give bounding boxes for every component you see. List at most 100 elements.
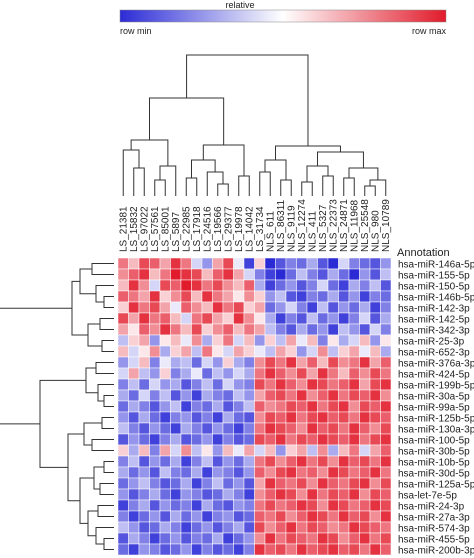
heatmap-cell <box>338 411 350 424</box>
heatmap-cell <box>170 345 182 358</box>
heatmap-cell <box>159 455 171 468</box>
heatmap-cell <box>359 433 371 446</box>
heatmap-cell <box>348 400 360 413</box>
heatmap-cell <box>369 543 381 556</box>
heatmap-cell <box>296 433 308 446</box>
heatmap-cell <box>317 323 329 336</box>
row-labels: hsa-miR-146a-5phsa-miR-155-5phsa-miR-150… <box>398 260 474 557</box>
heatmap-cell <box>369 345 381 358</box>
heatmap-cell <box>222 411 234 424</box>
heatmap-cell <box>254 334 266 347</box>
heatmap-cell <box>233 290 245 303</box>
heatmap-cell <box>212 290 224 303</box>
heatmap-cell <box>233 499 245 512</box>
heatmap-cell <box>149 345 161 358</box>
heatmap-cell <box>212 433 224 446</box>
heatmap-cell <box>233 356 245 369</box>
heatmap-cell <box>306 279 318 292</box>
heatmap-cell <box>359 334 371 347</box>
heatmap-cell <box>159 301 171 314</box>
heatmap-cell <box>254 268 266 281</box>
heatmap-cell <box>285 543 297 556</box>
heatmap-cell <box>191 444 203 457</box>
heatmap-cell <box>201 323 213 336</box>
dendrogram-branch <box>39 379 86 468</box>
heatmap-cell <box>222 510 234 523</box>
heatmap-cell <box>380 543 392 556</box>
heatmap-cell <box>359 257 371 270</box>
dendrogram-branch <box>185 177 198 196</box>
row-label: hsa-miR-199b-5p <box>398 381 474 392</box>
heatmap-cell <box>222 433 234 446</box>
heatmap-cell <box>285 301 297 314</box>
heatmap-cell <box>191 345 203 358</box>
heatmap-cell <box>201 444 213 457</box>
heatmap-cell <box>338 334 350 347</box>
heatmap-cell <box>338 323 350 336</box>
heatmap-cell <box>212 532 224 545</box>
row-label: hsa-miR-10b-5p <box>398 458 470 469</box>
heatmap-cell <box>254 378 266 391</box>
heatmap-cell <box>159 378 171 391</box>
heatmap-cell <box>170 433 182 446</box>
heatmap-cell <box>233 268 245 281</box>
heatmap-cell <box>117 543 129 556</box>
heatmap-cell <box>327 422 339 435</box>
heatmap-cell <box>149 433 161 446</box>
dendrogram-branch <box>99 483 114 495</box>
heatmap-cell <box>201 499 213 512</box>
heatmap-cell <box>296 422 308 435</box>
heatmap-cell <box>275 422 287 435</box>
dendrogram-branch <box>186 54 309 146</box>
heatmap-cell <box>296 290 308 303</box>
heatmap-cell <box>128 400 140 413</box>
heatmap-cell <box>201 345 213 358</box>
heatmap-cell <box>359 378 371 391</box>
heatmap-cell <box>317 455 329 468</box>
heatmap-cell <box>275 279 287 292</box>
heatmap-cell <box>359 389 371 402</box>
heatmap-cell <box>306 345 318 358</box>
column-labels: LS_21381 LS_15832 LS_97022 LS_57561 LS_85001… <box>118 199 392 252</box>
heatmap-cell <box>149 334 161 347</box>
dendrogram-branch <box>306 165 329 182</box>
heatmap-cell <box>254 466 266 479</box>
heatmap-cell <box>264 521 276 534</box>
heatmap-cell <box>359 301 371 314</box>
heatmap-cell <box>128 455 140 468</box>
heatmap-cell <box>348 488 360 501</box>
heatmap-cell <box>296 378 308 391</box>
heatmap-cell <box>233 510 245 523</box>
heatmap-cell <box>170 510 182 523</box>
heatmap-cell <box>117 433 129 446</box>
heatmap-cell <box>243 400 255 413</box>
heatmap-cell <box>306 499 318 512</box>
heatmap-cell <box>128 312 140 325</box>
heatmap-cell <box>317 257 329 270</box>
heatmap-cell <box>380 466 392 479</box>
heatmap-cell <box>170 400 182 413</box>
heatmap-cell <box>327 367 339 380</box>
heatmap-cell <box>296 389 308 402</box>
heatmap-cell <box>275 477 287 490</box>
heatmap-cell <box>306 257 318 270</box>
heatmap-cell <box>201 290 213 303</box>
heatmap-cell <box>296 444 308 457</box>
colorbar-max-label: row max <box>412 26 447 36</box>
heatmap-cell <box>359 444 371 457</box>
heatmap-cell <box>138 279 150 292</box>
heatmap-cell <box>285 521 297 534</box>
heatmap-cell <box>254 510 266 523</box>
heatmap-cell <box>222 400 234 413</box>
heatmap-cell <box>359 323 371 336</box>
heatmap-cell <box>180 444 192 457</box>
heatmap-cell <box>159 532 171 545</box>
heatmap-cell <box>380 532 392 545</box>
heatmap-cell <box>348 543 360 556</box>
dendrogram-branch <box>103 296 114 308</box>
heatmap-cell <box>159 411 171 424</box>
row-label: hsa-miR-142-5p <box>398 315 470 326</box>
heatmap-cell <box>348 290 360 303</box>
heatmap-cell <box>380 334 392 347</box>
heatmap-cell <box>117 510 129 523</box>
